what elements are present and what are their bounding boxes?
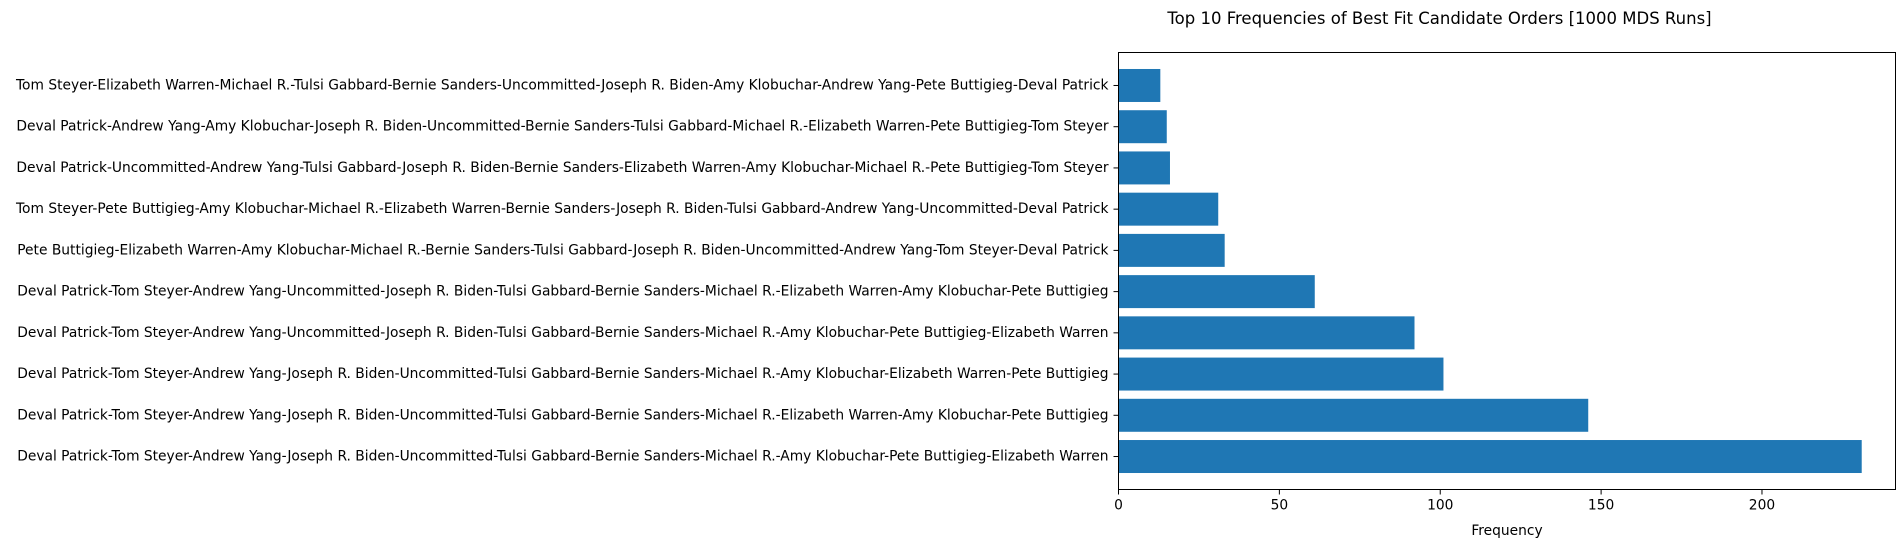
y-tick-label: Pete Buttigieg-Elizabeth Warren-Amy Klob…: [17, 242, 1108, 258]
x-axis-label: Frequency: [1471, 523, 1542, 539]
x-tick-label: 100: [1427, 498, 1453, 514]
bar: [1118, 110, 1167, 144]
bar: [1118, 275, 1315, 309]
x-tick-label: 0: [1114, 498, 1123, 514]
plot-frame: [1118, 52, 1896, 490]
bar: [1118, 68, 1161, 102]
y-tick-label: Tom Steyer-Pete Buttigieg-Amy Klobuchar-…: [15, 201, 1109, 217]
y-tick-label: Tom Steyer-Elizabeth Warren-Michael R.-T…: [15, 77, 1109, 93]
bar: [1118, 151, 1170, 185]
bar: [1118, 233, 1225, 267]
bar: [1118, 192, 1219, 226]
bar: [1118, 357, 1444, 391]
y-tick-label: Deval Patrick-Tom Steyer-Andrew Yang-Jos…: [17, 449, 1108, 465]
x-tick-group: 0 50 100 150 200: [1114, 489, 1775, 514]
chart-title: Top 10 Frequencies of Best Fit Candidate…: [1166, 9, 1711, 28]
y-tick-label: Deval Patrick-Tom Steyer-Andrew Yang-Jos…: [17, 366, 1108, 382]
bars-group: [1118, 68, 1862, 474]
y-tick-label: Deval Patrick-Tom Steyer-Andrew Yang-Jos…: [17, 407, 1108, 423]
bar: [1118, 316, 1415, 350]
x-tick-label: 150: [1588, 498, 1614, 514]
bar: [1118, 398, 1589, 432]
y-tick-label: Deval Patrick-Tom Steyer-Andrew Yang-Unc…: [17, 284, 1108, 300]
y-tick-label: Deval Patrick-Andrew Yang-Amy Klobuchar-…: [16, 119, 1108, 135]
y-tick-label: Deval Patrick-Uncommitted-Andrew Yang-Tu…: [16, 160, 1108, 176]
bar: [1118, 440, 1862, 474]
y-tick-label: Deval Patrick-Tom Steyer-Andrew Yang-Unc…: [17, 325, 1108, 341]
x-tick-label: 200: [1749, 498, 1775, 514]
x-tick-label: 50: [1271, 498, 1289, 514]
y-tick-group: Deval Patrick-Tom Steyer-Andrew Yang-Jos…: [15, 77, 1119, 465]
